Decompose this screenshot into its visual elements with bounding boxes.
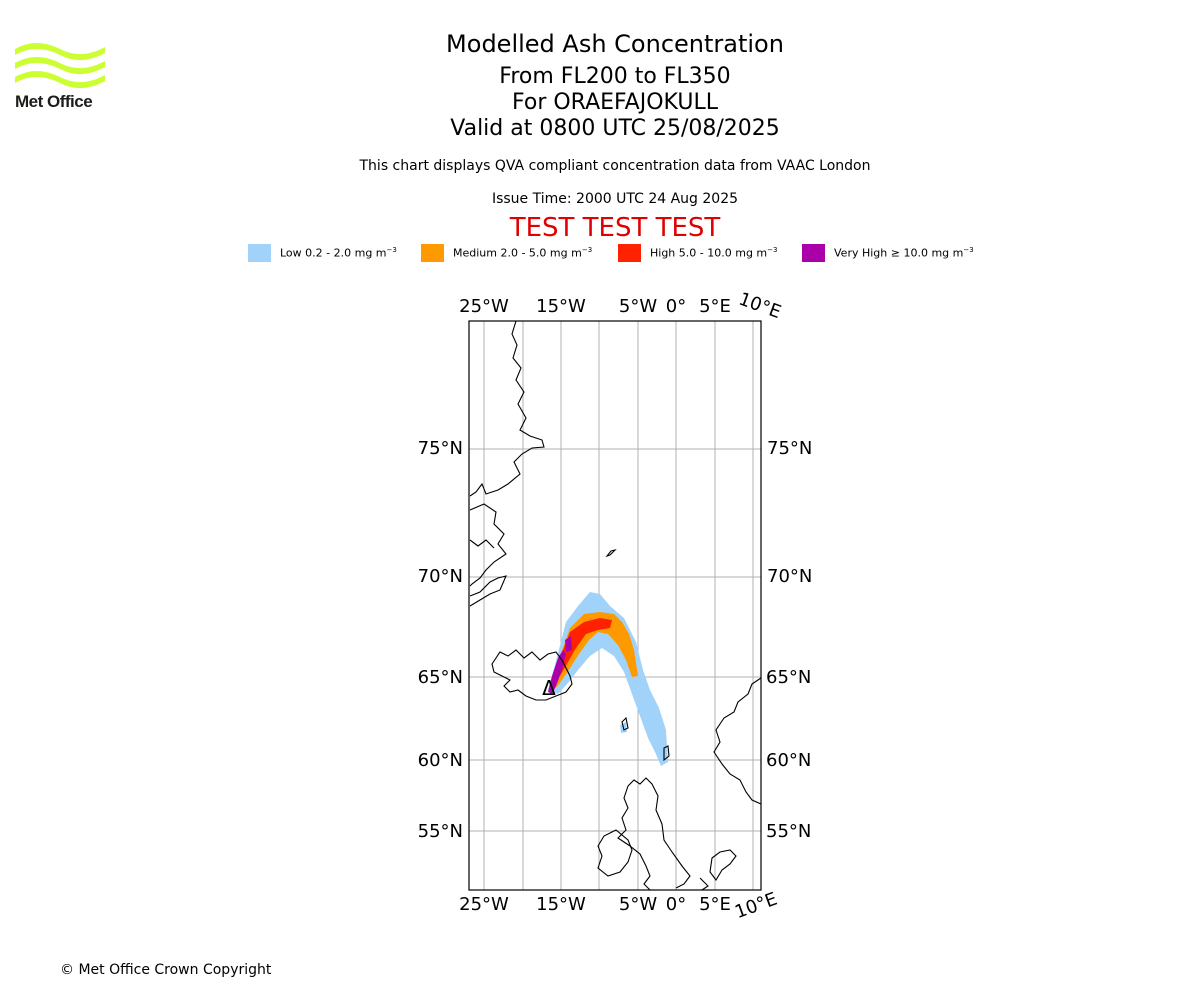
volcano-name: For ORAEFAJOKULL — [512, 90, 718, 115]
lon-label-top-0: 0° — [666, 296, 686, 317]
ash-very-high-patch — [565, 636, 572, 652]
legend-unit-exponent: −3 — [767, 246, 778, 254]
ash-very-high-area — [548, 650, 566, 694]
legend-label-very-high: Very High ≥ 10.0 mg m — [834, 246, 964, 260]
lon-label-bottom-0: 0° — [666, 894, 686, 915]
coastline-jan-mayen — [605, 548, 617, 558]
legend-label-high: High 5.0 - 10.0 mg m — [650, 246, 768, 260]
lon-label-top-10e: 10°E — [736, 289, 784, 324]
flight-levels: From FL200 to FL350 — [499, 64, 731, 89]
legend-unit-exponent: −3 — [963, 246, 974, 254]
coastline-scotland — [617, 777, 691, 891]
logo-text: Met Office — [15, 92, 93, 111]
lat-label-left-60n: 60°N — [418, 750, 463, 771]
lon-label-top-5e: 5°E — [699, 296, 731, 317]
lat-label-left-75n: 75°N — [418, 438, 463, 459]
lon-label-top-25w: 25°W — [459, 296, 509, 317]
lat-label-right-55n: 55°N — [766, 821, 811, 842]
lat-label-right-60n: 60°N — [766, 750, 811, 771]
lon-label-top-5w: 5°W — [619, 296, 657, 317]
coastline-denmark — [709, 849, 737, 881]
legend-unit-exponent: −3 — [581, 246, 593, 254]
lat-label-right-70n: 70°N — [767, 566, 812, 587]
coastline-netherlands — [699, 877, 709, 891]
coastlines — [469, 320, 762, 891]
legend-label-low: Low 0.2 - 2.0 mg m — [280, 246, 387, 260]
legend-label-medium: Medium 2.0 - 5.0 mg m — [453, 246, 582, 260]
lon-label-bottom-5w: 5°W — [619, 894, 657, 915]
legend-unit-exponent: −3 — [386, 246, 397, 254]
issue-time: Issue Time: 2000 UTC 24 Aug 2025 — [491, 191, 739, 207]
chart-description: This chart displays QVA compliant concen… — [359, 158, 871, 174]
lat-label-right-75n: 75°N — [767, 438, 812, 459]
ash-plume — [548, 592, 668, 766]
coastline-iceland — [491, 649, 573, 701]
lon-label-bottom-10e: 10°E — [732, 889, 780, 924]
lat-label-right-65n: 65°N — [766, 667, 811, 688]
legend-swatch-very-high — [802, 244, 825, 262]
valid-time: Valid at 0800 UTC 25/08/2025 — [450, 116, 780, 141]
coastline-shetland — [663, 745, 670, 762]
lat-label-left-55n: 55°N — [418, 821, 463, 842]
map-frame — [468, 320, 762, 891]
copyright: © Met Office Crown Copyright — [60, 962, 272, 978]
lon-labels-bottom: 25°W 15°W 5°W 0° 5°E 10°E — [459, 889, 780, 924]
legend-swatch-low — [248, 244, 271, 262]
lat-labels-left: 75°N 70°N 65°N 60°N 55°N — [418, 438, 463, 842]
ash-high-area — [556, 618, 612, 676]
lat-label-left-70n: 70°N — [418, 566, 463, 587]
lon-label-bottom-5e: 5°E — [699, 894, 731, 915]
volcano-marker: Δ — [542, 676, 556, 700]
chart-title: Modelled Ash Concentration — [446, 30, 784, 58]
legend-swatch-high — [618, 244, 641, 262]
lon-label-bottom-25w: 25°W — [459, 894, 509, 915]
lon-labels-top: 25°W 15°W 5°W 0° 5°E 10°E — [459, 289, 784, 324]
met-office-logo — [15, 43, 105, 89]
legend-swatch-medium — [421, 244, 444, 262]
coastline-greenland — [469, 320, 545, 607]
lon-label-bottom-15w: 15°W — [536, 894, 586, 915]
coastline-norway — [713, 677, 762, 805]
coastline-ireland — [597, 829, 633, 877]
lon-label-top-15w: 15°W — [536, 296, 586, 317]
map-gridlines — [469, 321, 761, 890]
lat-labels-right: 75°N 70°N 65°N 60°N 55°N — [766, 438, 812, 842]
test-banner: TEST TEST TEST — [509, 213, 721, 243]
coastline-faroe — [621, 716, 629, 731]
lat-label-left-65n: 65°N — [418, 667, 463, 688]
